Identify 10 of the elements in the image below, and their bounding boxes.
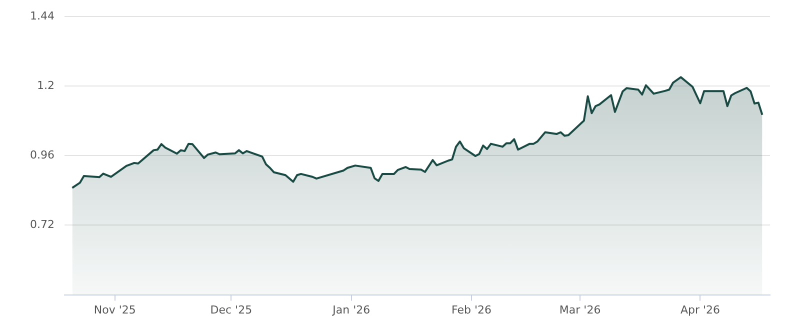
y-tick-label: 1.2 [36,79,54,92]
x-tick-label: Apr '26 [680,303,720,316]
x-tick-label: Mar '26 [559,303,601,316]
x-tick-label: Nov '25 [94,303,136,316]
y-tick-label: 1.44 [30,9,54,22]
x-tick-label: Jan '26 [332,303,370,316]
x-tick-label: Feb '26 [452,303,492,316]
y-tick-label: 0.72 [30,218,54,232]
x-tick-label: Dec '25 [210,303,252,316]
y-tick-label: 0.96 [30,148,54,162]
